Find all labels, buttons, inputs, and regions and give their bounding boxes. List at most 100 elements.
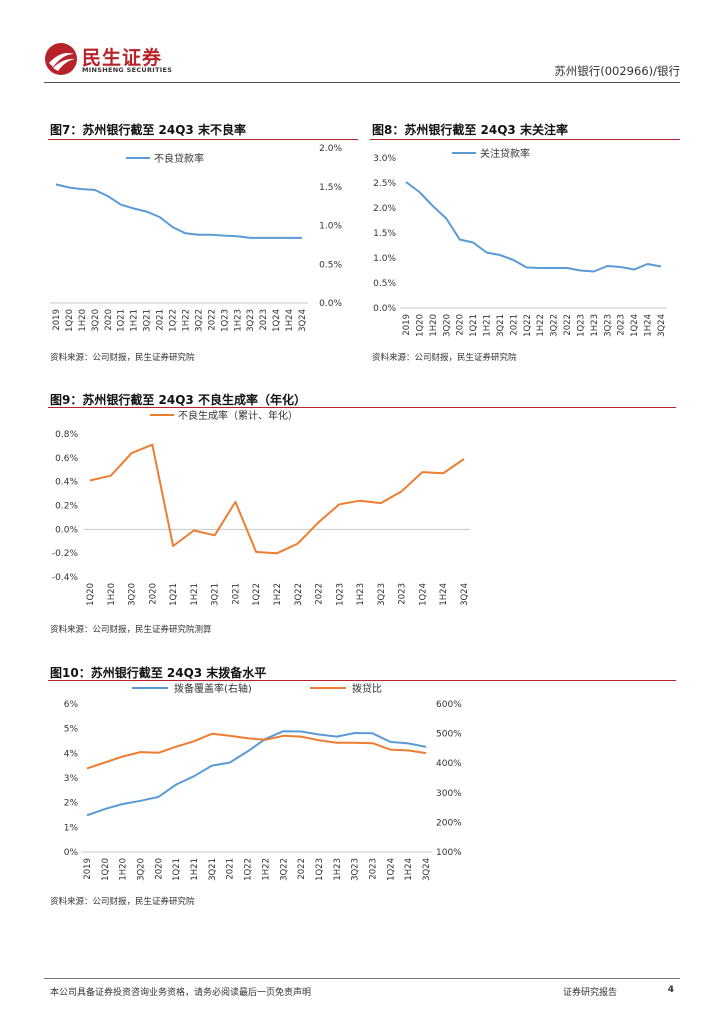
y-tick-label: 0.2% (55, 502, 78, 512)
x-tick-label: 2019 (402, 314, 412, 336)
x-tick-label: 1H22 (273, 583, 283, 606)
y-tick-label-right: 300% (436, 789, 462, 799)
x-tick-label: 3Q24 (298, 309, 308, 332)
fig8-title: 图8：苏州银行截至 24Q3 末关注率 (372, 123, 568, 137)
npl-ratio-chart: 0.0% 0.5% 1.0% 1.5% 2.0% 2019 1Q20 1H20 3Q20 2020… (50, 144, 342, 332)
x-tick-label: 2021 (226, 858, 236, 880)
x-tick-label: 1Q24 (630, 314, 640, 337)
fig9-rule (48, 407, 676, 408)
x-tick-label: 3Q23 (377, 583, 387, 606)
y-tick-label-right: 100% (436, 848, 462, 858)
legend-label: 不良生成率（累计、年化） (178, 409, 298, 422)
x-tick-label: 1H23 (590, 314, 600, 337)
minsheng-logo-icon (45, 43, 77, 75)
y-tick-label-right: 400% (436, 759, 462, 769)
x-tick-label: 2020 (456, 314, 466, 336)
series-line (405, 181, 662, 273)
x-tick-label: 1Q22 (252, 583, 262, 606)
x-tick-label: 1Q20 (101, 858, 111, 881)
x-tick-label: 1H22 (536, 314, 546, 337)
y-tick-label: 0.8% (55, 430, 78, 440)
x-tick-label: 2022 (297, 858, 307, 880)
x-tick-label: 3Q21 (496, 314, 506, 337)
document-reference: 苏州银行(002966)/银行 (554, 64, 680, 78)
x-tick-label: 1Q23 (220, 309, 230, 332)
y-tick-label: 2.5% (373, 179, 396, 189)
series-line (86, 730, 427, 817)
x-tick-label: 1Q22 (523, 314, 533, 337)
x-tick-label: 1Q22 (169, 309, 179, 332)
x-tick-label: 3Q23 (246, 309, 256, 332)
page-number: 4 (667, 985, 674, 995)
y-tick-label-right: 500% (436, 730, 462, 740)
x-tick-label: 1H20 (78, 309, 88, 332)
x-tick-label: 1Q21 (172, 858, 182, 881)
x-tick-label: 1Q21 (169, 583, 179, 606)
x-tick-label: 2023 (398, 583, 408, 605)
x-tick-label: 3Q20 (137, 858, 147, 881)
y-tick-label-left: 4% (64, 749, 79, 759)
x-tick-label: 3Q22 (294, 583, 304, 606)
x-tick-label: 2021 (156, 309, 166, 331)
x-tick-label: 3Q20 (128, 583, 138, 606)
footer-disclaimer: 本公司具备证券投资咨询业务资格，请务必阅读最后一页免责声明 (50, 988, 312, 998)
x-tick-label: 3Q23 (603, 314, 613, 337)
footer-report-type: 证券研究报告 (563, 988, 618, 998)
y-tick-label: 1.0% (319, 222, 342, 232)
x-tick-label: 1H23 (356, 583, 366, 606)
special-mention-chart: 0.0% 0.5% 1.0% 1.5% 2.0% 2.5% 3.0% 2019 1Q20 1H20… (373, 147, 667, 337)
x-tick-label: 1H23 (233, 309, 243, 332)
legend-label: 拨贷比 (352, 682, 382, 695)
fig8-rule (370, 139, 680, 140)
x-tick-label: 1H24 (644, 314, 654, 337)
x-tick-label: 3Q23 (351, 858, 361, 881)
x-tick-label: 3Q24 (657, 314, 667, 337)
x-tick-label: 2022 (563, 314, 573, 336)
y-tick-label-right: 600% (436, 700, 462, 710)
x-tick-label: 1H21 (130, 309, 140, 332)
logo-english: MINSHENG SECURITIES (82, 66, 173, 74)
y-tick-label: 2.0% (319, 144, 342, 154)
y-tick-label: 3.0% (373, 154, 396, 164)
fig10-title: 图10：苏州银行截至 24Q3 末拨备水平 (50, 666, 267, 680)
y-tick-label-left: 0% (64, 848, 79, 858)
y-tick-label: 0.4% (55, 478, 78, 488)
y-tick-label: 1.0% (373, 254, 396, 264)
x-tick-label: 3Q24 (460, 583, 470, 606)
legend-label: 拨备覆盖率(右轴) (174, 682, 252, 695)
x-tick-label: 1H20 (107, 583, 117, 606)
x-tick-label: 1H24 (439, 583, 449, 606)
y-tick-label-left: 3% (64, 774, 79, 784)
y-tick-label: 0.6% (55, 454, 78, 464)
y-tick-label: 1.5% (319, 183, 342, 193)
x-tick-label: 3Q22 (279, 858, 289, 881)
x-tick-label: 2019 (83, 858, 93, 880)
footer-divider (44, 978, 680, 979)
fig7-source: 资料来源：公司财报，民生证券研究院 (50, 353, 195, 363)
y-tick-label: 0.5% (319, 260, 342, 270)
x-tick-label: 2022 (315, 583, 325, 605)
x-tick-label: 3Q24 (422, 858, 432, 881)
x-tick-label: 3Q21 (211, 583, 221, 606)
y-tick-label: 1.5% (373, 229, 396, 239)
x-tick-label: 1Q21 (117, 309, 127, 332)
fig10-rule (48, 680, 676, 681)
x-tick-label: 2020 (154, 858, 164, 880)
x-tick-label: 3Q21 (208, 858, 218, 881)
y-tick-label-left: 2% (64, 799, 79, 809)
fig9-title: 图9：苏州银行截至 24Q3 不良生成率（年化） (50, 393, 306, 407)
logo-wordmark: 民生证券 (82, 47, 163, 69)
x-tick-label: 1Q24 (272, 309, 282, 332)
x-tick-label: 1H21 (190, 858, 200, 881)
series-line (55, 183, 302, 239)
y-tick-label: -0.4% (52, 573, 79, 583)
series-line (89, 443, 465, 555)
fig10-source: 资料来源：公司财报，民生证券研究院 (50, 897, 195, 907)
x-tick-label: 1Q22 (244, 858, 254, 881)
x-tick-label: 2019 (52, 309, 62, 331)
x-tick-label: 1H22 (261, 858, 271, 881)
header-divider (44, 82, 680, 83)
x-tick-label: 1H20 (429, 314, 439, 337)
x-tick-label: 1H23 (333, 858, 343, 881)
x-tick-label: 1Q20 (86, 583, 96, 606)
